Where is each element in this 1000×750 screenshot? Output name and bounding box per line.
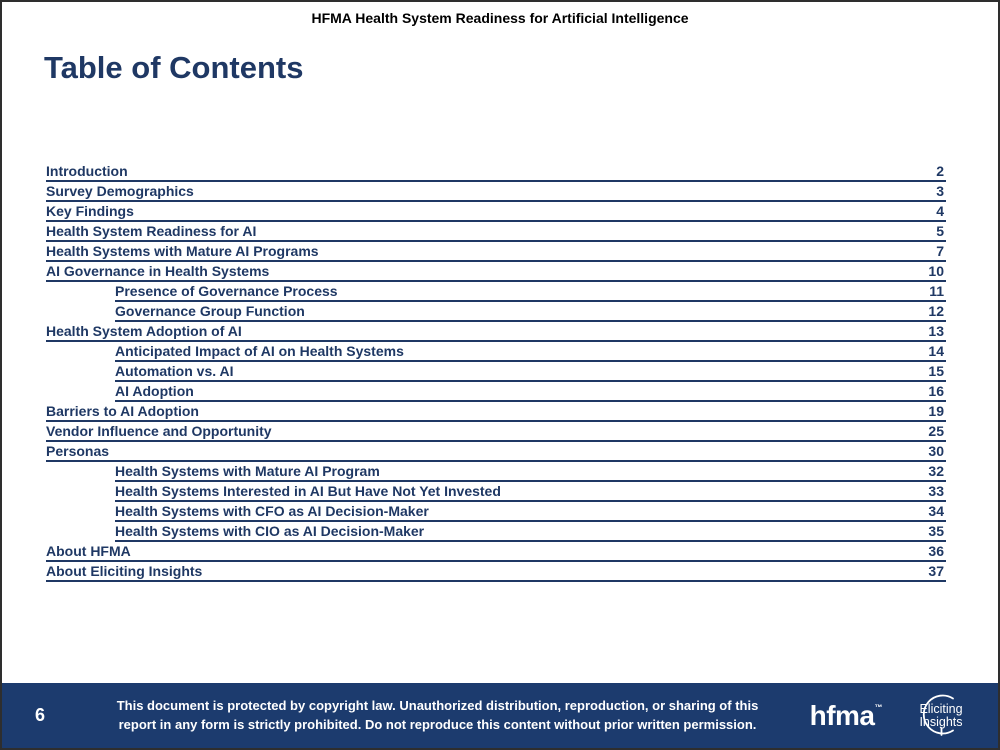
toc-entry-label: Health Systems with CFO as AI Decision-M… <box>115 503 429 519</box>
toc-entry-page: 33 <box>928 483 944 499</box>
toc-entry-label: Health Systems with CIO as AI Decision-M… <box>115 523 425 539</box>
toc-entry-page: 10 <box>928 263 944 279</box>
toc-entry-page: 13 <box>928 323 944 339</box>
toc-entry-label: Automation vs. AI <box>115 363 234 379</box>
toc-entry[interactable]: Introduction 2 <box>46 162 946 182</box>
toc-entry-label: Key Findings <box>46 203 134 219</box>
toc-entry-page: 12 <box>928 303 944 319</box>
toc-entry-label: Health System Adoption of AI <box>46 323 242 339</box>
toc-entry[interactable]: Health Systems with Mature AI Programs 7 <box>46 242 946 262</box>
toc-entry-label: Personas <box>46 443 110 459</box>
toc-entry-page: 14 <box>928 343 944 359</box>
toc-entry-label: Health System Readiness for AI <box>46 223 257 239</box>
toc-entry[interactable]: About Eliciting Insights 37 <box>46 562 946 582</box>
toc-entry[interactable]: Health System Readiness for AI 5 <box>46 222 946 242</box>
toc-entry-page: 11 <box>929 283 944 299</box>
toc-entry-label: Anticipated Impact of AI on Health Syste… <box>115 343 404 359</box>
eliciting-logo-line1: Eliciting <box>919 702 962 716</box>
toc-entry[interactable]: Automation vs. AI 15 <box>115 362 946 382</box>
toc-entry[interactable]: Health Systems Interested in AI But Have… <box>115 482 946 502</box>
toc-entry-label: Health Systems Interested in AI But Have… <box>115 483 501 499</box>
toc-entry-page: 25 <box>928 423 944 439</box>
toc-entry-label: Governance Group Function <box>115 303 305 319</box>
toc-entry-label: Health Systems with Mature AI Programs <box>46 243 319 259</box>
page-title: Table of Contents <box>44 50 304 85</box>
toc-entry[interactable]: Vendor Influence and Opportunity 25 <box>46 422 946 442</box>
toc-entry-page: 19 <box>928 403 944 419</box>
toc-entry[interactable]: AI Adoption 16 <box>115 382 946 402</box>
header-title: HFMA Health System Readiness for Artific… <box>311 10 689 26</box>
toc-entry-label: Vendor Influence and Opportunity <box>46 423 272 439</box>
toc-entry[interactable]: Barriers to AI Adoption 19 <box>46 402 946 422</box>
toc-entry-page: 2 <box>936 163 944 179</box>
toc-entry[interactable]: AI Governance in Health Systems 10 <box>46 262 946 282</box>
toc-entry-label: Health Systems with Mature AI Program <box>115 463 380 479</box>
slide-number: 6 <box>35 705 46 725</box>
toc-entry[interactable]: About HFMA 36 <box>46 542 946 562</box>
toc-entry-label: Barriers to AI Adoption <box>46 403 199 419</box>
toc-entry[interactable]: Governance Group Function 12 <box>115 302 946 322</box>
toc-entry[interactable]: Health Systems with CFO as AI Decision-M… <box>115 502 946 522</box>
toc-entry-page: 3 <box>936 183 944 199</box>
toc-entry-page: 15 <box>928 363 944 379</box>
toc-entry[interactable]: Health System Adoption of AI 13 <box>46 322 946 342</box>
toc-entry-label: Presence of Governance Process <box>115 283 338 299</box>
toc-entry-label: Survey Demographics <box>46 183 194 199</box>
hfma-trademark: ™ <box>874 702 883 712</box>
footer-logos: hfma ™ Eliciting Insights <box>810 692 972 740</box>
toc-entry[interactable]: Anticipated Impact of AI on Health Syste… <box>115 342 946 362</box>
toc-list: Introduction 2 Survey Demographics 3 Key… <box>46 162 946 582</box>
toc-entry-page: 5 <box>936 223 944 239</box>
toc-entry[interactable]: Key Findings 4 <box>46 202 946 222</box>
copyright-text: This document is protected by copyright … <box>85 697 790 733</box>
toc-entry-page: 35 <box>928 523 944 539</box>
hfma-logo-text: hfma <box>809 699 875 731</box>
toc-entry-page: 30 <box>928 443 944 459</box>
toc-entry-label: AI Adoption <box>115 383 194 399</box>
toc-entry-label: About Eliciting Insights <box>46 563 203 579</box>
toc-entry-page: 4 <box>936 203 944 219</box>
toc-entry[interactable]: Personas 30 <box>46 442 946 462</box>
toc-entry-label: AI Governance in Health Systems <box>46 263 270 279</box>
copyright-line-2: report in any form is strictly prohibite… <box>118 716 757 732</box>
toc-entry-page: 16 <box>928 383 944 399</box>
eliciting-logo-line2: Insights <box>919 715 962 729</box>
copyright-line-1: This document is protected by copyright … <box>116 698 759 714</box>
toc-entry[interactable]: Health Systems with CIO as AI Decision-M… <box>115 522 946 542</box>
toc-entry-page: 34 <box>928 503 944 519</box>
toc-entry[interactable]: Presence of Governance Process 11 <box>115 282 946 302</box>
toc-entry-page: 32 <box>928 463 944 479</box>
eliciting-insights-logo: Eliciting Insights <box>919 694 963 736</box>
toc-entry[interactable]: Survey Demographics 3 <box>46 182 946 202</box>
footer-bar: 6 This document is protected by copyrigh… <box>2 683 998 748</box>
hfma-logo: hfma ™ <box>809 699 883 731</box>
toc-entry-page: 36 <box>928 543 944 559</box>
toc-entry-label: Introduction <box>46 163 128 179</box>
toc-entry-page: 7 <box>936 243 944 259</box>
toc-entry[interactable]: Health Systems with Mature AI Program 32 <box>115 462 946 482</box>
toc-entry-page: 37 <box>928 563 944 579</box>
toc-entry-label: About HFMA <box>46 543 131 559</box>
